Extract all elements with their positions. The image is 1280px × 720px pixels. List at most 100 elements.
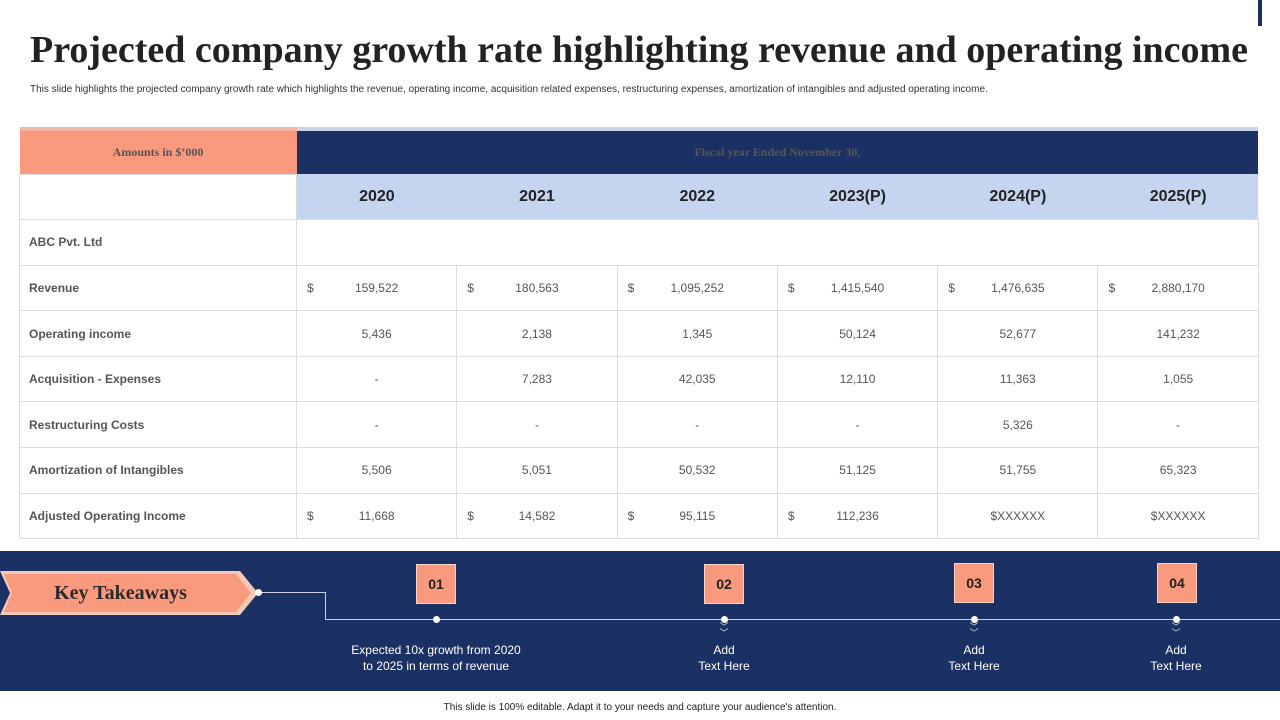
table-cell: $XXXXXX [937,492,1099,540]
cell-value: 1,345 [682,326,713,341]
table-cell: 51,125 [776,447,939,494]
cell-value: $XXXXXX [990,508,1046,523]
cell-value: - [695,417,700,432]
takeaway-text-line: Text Here [698,659,750,673]
table-cell: $14,582 [456,492,618,540]
table-row: Restructuring Costs - - - - 5,326 - [19,401,1259,449]
currency-symbol: $ [1108,280,1116,295]
timeline-dot [971,616,978,623]
row-label: Amortization of Intangibles [19,447,297,494]
connector-line [258,592,325,593]
takeaway-text: Add Text Here [1066,642,1280,674]
table-cell: $1,095,252 [616,264,778,312]
cell-value: 42,035 [678,372,716,387]
table-cell: 141,232 [1097,310,1259,357]
table-row: Operating income 5,436 2,138 1,345 50,124 52,… [19,310,1259,357]
table-cell: $XXXXXX [1097,492,1259,540]
year-header: 2022 [617,174,778,220]
row-label: Restructuring Costs [19,401,297,449]
cell-value: 5,051 [521,463,552,478]
cell-value: 95,115 [679,508,716,523]
currency-symbol: $ [787,508,795,523]
takeaway-text: Add Text Here [864,642,1084,674]
takeaway-number: 02 [704,564,744,604]
takeaway-text-line: Add [1165,643,1187,657]
chevron-down-icon: ﹀ ﹀ [719,622,729,638]
takeaway-text-line: to 2025 in terms of revenue [362,659,510,673]
cell-value: 11,668 [358,508,395,523]
table-row: Revenue $159,522 $180,563 $1,095,252 $1,415,… [19,264,1259,312]
cell-value: 51,125 [839,463,876,478]
cell-value: 1,476,635 [991,280,1045,295]
company-name: ABC Pvt. Ltd [19,219,297,266]
currency-symbol: $ [627,280,635,295]
slide-subtitle: This slide highlights the projected comp… [30,84,988,95]
takeaway-text: Expected 10x growth from 2020 to 2025 in… [326,642,546,674]
year-header: 2025(P) [1097,174,1259,220]
currency-symbol: $ [307,508,314,523]
takeaway-text-line: Text Here [948,659,1000,673]
fiscal-year-label: Fiscal year Ended November 30, [296,127,1259,174]
year-header: 2020 [296,174,457,220]
currency-symbol: $ [627,508,635,523]
table-cell: 50,532 [616,447,778,494]
table-row: Acquisition - Expenses - 7,283 42,035 12,110… [19,355,1259,403]
table-cell: 52,677 [937,310,1099,357]
connector-line [325,592,326,619]
table-cell: $159,522 [295,264,458,312]
table-cell: - [456,401,618,449]
cell-value: 50,532 [678,463,716,478]
table-cell: $1,476,635 [937,264,1099,312]
table-cell: - [295,401,458,449]
cell-value: - [855,417,860,432]
table-cell: $1,415,540 [776,264,939,312]
table-cell: 42,035 [616,355,778,403]
takeaway-text-line: Add [963,643,985,657]
cell-value: 5,506 [361,463,392,478]
currency-symbol: $ [948,280,955,295]
table-row: Adjusted Operating Income $11,668 $14,582 $… [19,492,1259,540]
amounts-label: Amounts in $’000 [19,127,297,174]
year-header: 2021 [456,174,618,220]
cell-value: - [374,417,379,432]
table-cell: 5,506 [295,447,458,494]
cell-value: 1,415,540 [830,280,885,295]
cell-value: 141,232 [1156,326,1200,341]
cell-value: 2,880,170 [1151,280,1205,295]
year-header-row: 2020 2021 2022 2023(P) 2024(P) 2025(P) [19,173,1259,221]
table-cell: 12,110 [776,355,939,403]
table-cell: 1,345 [616,310,778,357]
year-header: 2023(P) [777,174,938,220]
table-header-row: Amounts in $’000 Fiscal year Ended Novem… [19,127,1259,174]
timeline-dot [1173,616,1180,623]
cell-value: 2,138 [521,326,552,341]
table-cell: 2,138 [456,310,618,357]
table-cell: 1,055 [1097,355,1259,403]
cell-value: 14,582 [518,508,556,523]
timeline-dot [433,616,440,623]
cell-value: 1,095,252 [670,280,724,295]
takeaway-text: Add Text Here [614,642,834,674]
cell-value: 11,363 [999,372,1036,387]
corner-accent-bar [1258,0,1262,26]
cell-value: 159,522 [354,280,399,295]
takeaway-text-line: Add [713,643,735,657]
cell-value: 52,677 [999,326,1037,341]
cell-value: 51,755 [999,463,1037,478]
table-row: Amortization of Intangibles 5,506 5,051 50,… [19,447,1259,494]
table-cell: 5,326 [937,401,1099,449]
slide-title: Projected company growth rate highlighti… [30,29,1249,71]
footer-note: This slide is 100% editable. Adapt it to… [443,702,837,713]
table-cell: - [1097,401,1259,449]
company-row-blank [296,219,1259,266]
takeaway-number: 04 [1157,563,1197,603]
currency-symbol: $ [307,280,314,295]
cell-value: 5,326 [1002,417,1033,432]
cell-value: 180,563 [515,280,559,295]
financial-table: Amounts in $’000 Fiscal year Ended Novem… [19,127,1259,540]
table-cell: $95,115 [616,492,778,540]
year-header-blank [19,173,297,221]
table-cell: $11,668 [295,492,458,540]
row-label: Acquisition - Expenses [19,355,297,403]
takeaway-number: 01 [416,564,456,604]
